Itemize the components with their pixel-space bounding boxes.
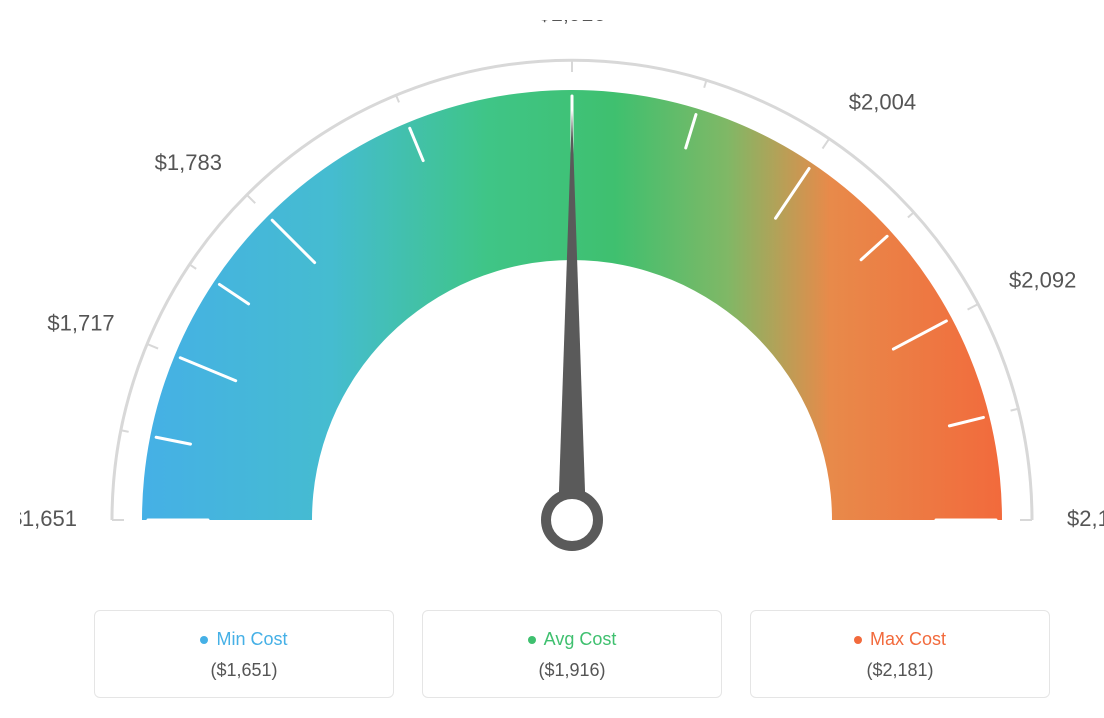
gauge-tick-label: $1,651 bbox=[20, 506, 77, 531]
legend-title-text: Min Cost bbox=[216, 629, 287, 650]
legend-dot-icon bbox=[200, 636, 208, 644]
gauge-tick-label: $2,181 bbox=[1067, 506, 1104, 531]
legend-title-text: Max Cost bbox=[870, 629, 946, 650]
gauge-needle-hub bbox=[546, 494, 598, 546]
legend-card: Max Cost ($2,181) bbox=[750, 610, 1050, 698]
gauge-chart-container: $1,651 $1,717 $1,783 $1,916 $2,004 $2,092 $2,1… bbox=[20, 20, 1104, 698]
legend-card: Min Cost ($1,651) bbox=[94, 610, 394, 698]
legend-title: Max Cost bbox=[771, 629, 1029, 650]
gauge-svg: $1,651 $1,717 $1,783 $1,916 $2,004 $2,092 $2,1… bbox=[20, 20, 1104, 580]
legend-title: Min Cost bbox=[115, 629, 373, 650]
legend-dot-icon bbox=[854, 636, 862, 644]
legend-value: ($1,916) bbox=[443, 660, 701, 681]
legend-row: Min Cost ($1,651) Avg Cost ($1,916) Max Cost… bbox=[20, 610, 1104, 698]
gauge-tick-label: $2,092 bbox=[1009, 268, 1076, 293]
legend-title-text: Avg Cost bbox=[544, 629, 617, 650]
gauge-tick-label: $2,004 bbox=[849, 90, 916, 115]
gauge-tick-label: $1,783 bbox=[155, 150, 222, 175]
legend-card: Avg Cost ($1,916) bbox=[422, 610, 722, 698]
gauge-tick-label: $1,916 bbox=[538, 20, 605, 26]
legend-dot-icon bbox=[528, 636, 536, 644]
gauge-tick-label: $1,717 bbox=[47, 311, 114, 336]
legend-value: ($1,651) bbox=[115, 660, 373, 681]
gauge-wrap: $1,651 $1,717 $1,783 $1,916 $2,004 $2,092 $2,1… bbox=[20, 20, 1104, 580]
legend-title: Avg Cost bbox=[443, 629, 701, 650]
legend-value: ($2,181) bbox=[771, 660, 1029, 681]
